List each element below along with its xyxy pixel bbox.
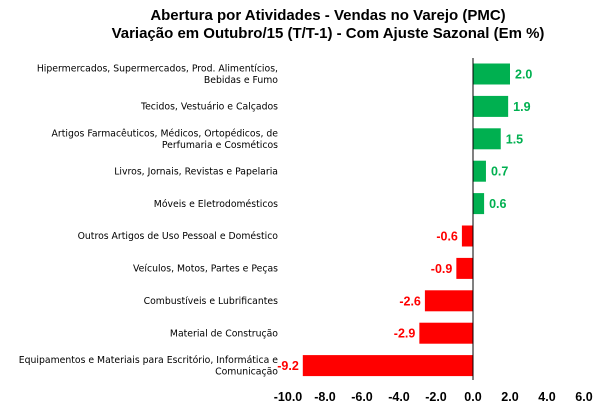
x-tick-label: 6.0 xyxy=(575,390,592,404)
bar xyxy=(456,257,473,279)
data-label: 2.0 xyxy=(515,68,532,82)
bars-group xyxy=(302,63,510,377)
data-label: -9.2 xyxy=(277,359,299,373)
bar xyxy=(424,290,473,312)
bar xyxy=(473,63,510,85)
value-labels-group: 2.0 1.9 1.5 0.7 0.6 -0.6 -0.9 -2.6 -2.9 -9.2 xyxy=(277,68,532,374)
x-tick-label: 0.0 xyxy=(464,390,481,404)
bar xyxy=(473,193,485,215)
chart-title: Abertura por Atividades - Vendas no Vare… xyxy=(150,7,505,24)
category-label: Tecidos, Vestuário e Calçados xyxy=(140,102,278,113)
category-label: Hipermercados, Supermercados, Prod. Alim… xyxy=(37,63,278,86)
category-label: Equipamentos e Materiais para Escritório… xyxy=(19,355,279,378)
category-label: Combustíveis e Lubrificantes xyxy=(144,296,279,307)
category-label: Artigos Farmacêuticos, Médicos, Ortopédi… xyxy=(52,128,279,151)
bar xyxy=(461,225,473,247)
data-label: -2.9 xyxy=(394,327,416,341)
bar xyxy=(302,355,473,377)
bar xyxy=(473,160,486,182)
x-tick-label: 2.0 xyxy=(501,390,518,404)
x-tick-label: -8.0 xyxy=(314,390,336,404)
x-tick-label: -2.0 xyxy=(425,390,447,404)
x-tick-label: -6.0 xyxy=(351,390,373,404)
data-label: 0.7 xyxy=(491,165,508,179)
data-label: 0.6 xyxy=(489,197,506,211)
category-label: Material de Construção xyxy=(170,328,278,339)
chart-subtitle: Variação em Outubro/15 (T/T-1) - Com Aju… xyxy=(112,25,545,42)
bar xyxy=(473,128,501,150)
bar xyxy=(473,95,509,117)
bar xyxy=(419,322,473,344)
category-label: Veículos, Motos, Partes e Peças xyxy=(133,264,278,275)
category-labels-group: Hipermercados, Supermercados, Prod. Alim… xyxy=(19,63,279,377)
x-tick-label: -4.0 xyxy=(388,390,410,404)
data-label: 1.5 xyxy=(506,132,523,146)
data-label: 1.9 xyxy=(513,100,530,114)
category-label: Móveis e Eletrodomésticos xyxy=(154,199,278,210)
x-axis: -10.0 -8.0 -6.0 -4.0 -2.0 0.0 2.0 4.0 6.0 xyxy=(274,58,593,404)
x-tick-label: 4.0 xyxy=(538,390,555,404)
category-label: Livros, Jornais, Revistas e Papelaria xyxy=(114,166,278,177)
data-label: -0.6 xyxy=(436,230,458,244)
category-label: Outros Artigos de Uso Pessoal e Doméstic… xyxy=(78,231,279,242)
data-label: -2.6 xyxy=(399,294,421,308)
x-tick-label: -10.0 xyxy=(274,390,303,404)
data-label: -0.9 xyxy=(431,262,453,276)
